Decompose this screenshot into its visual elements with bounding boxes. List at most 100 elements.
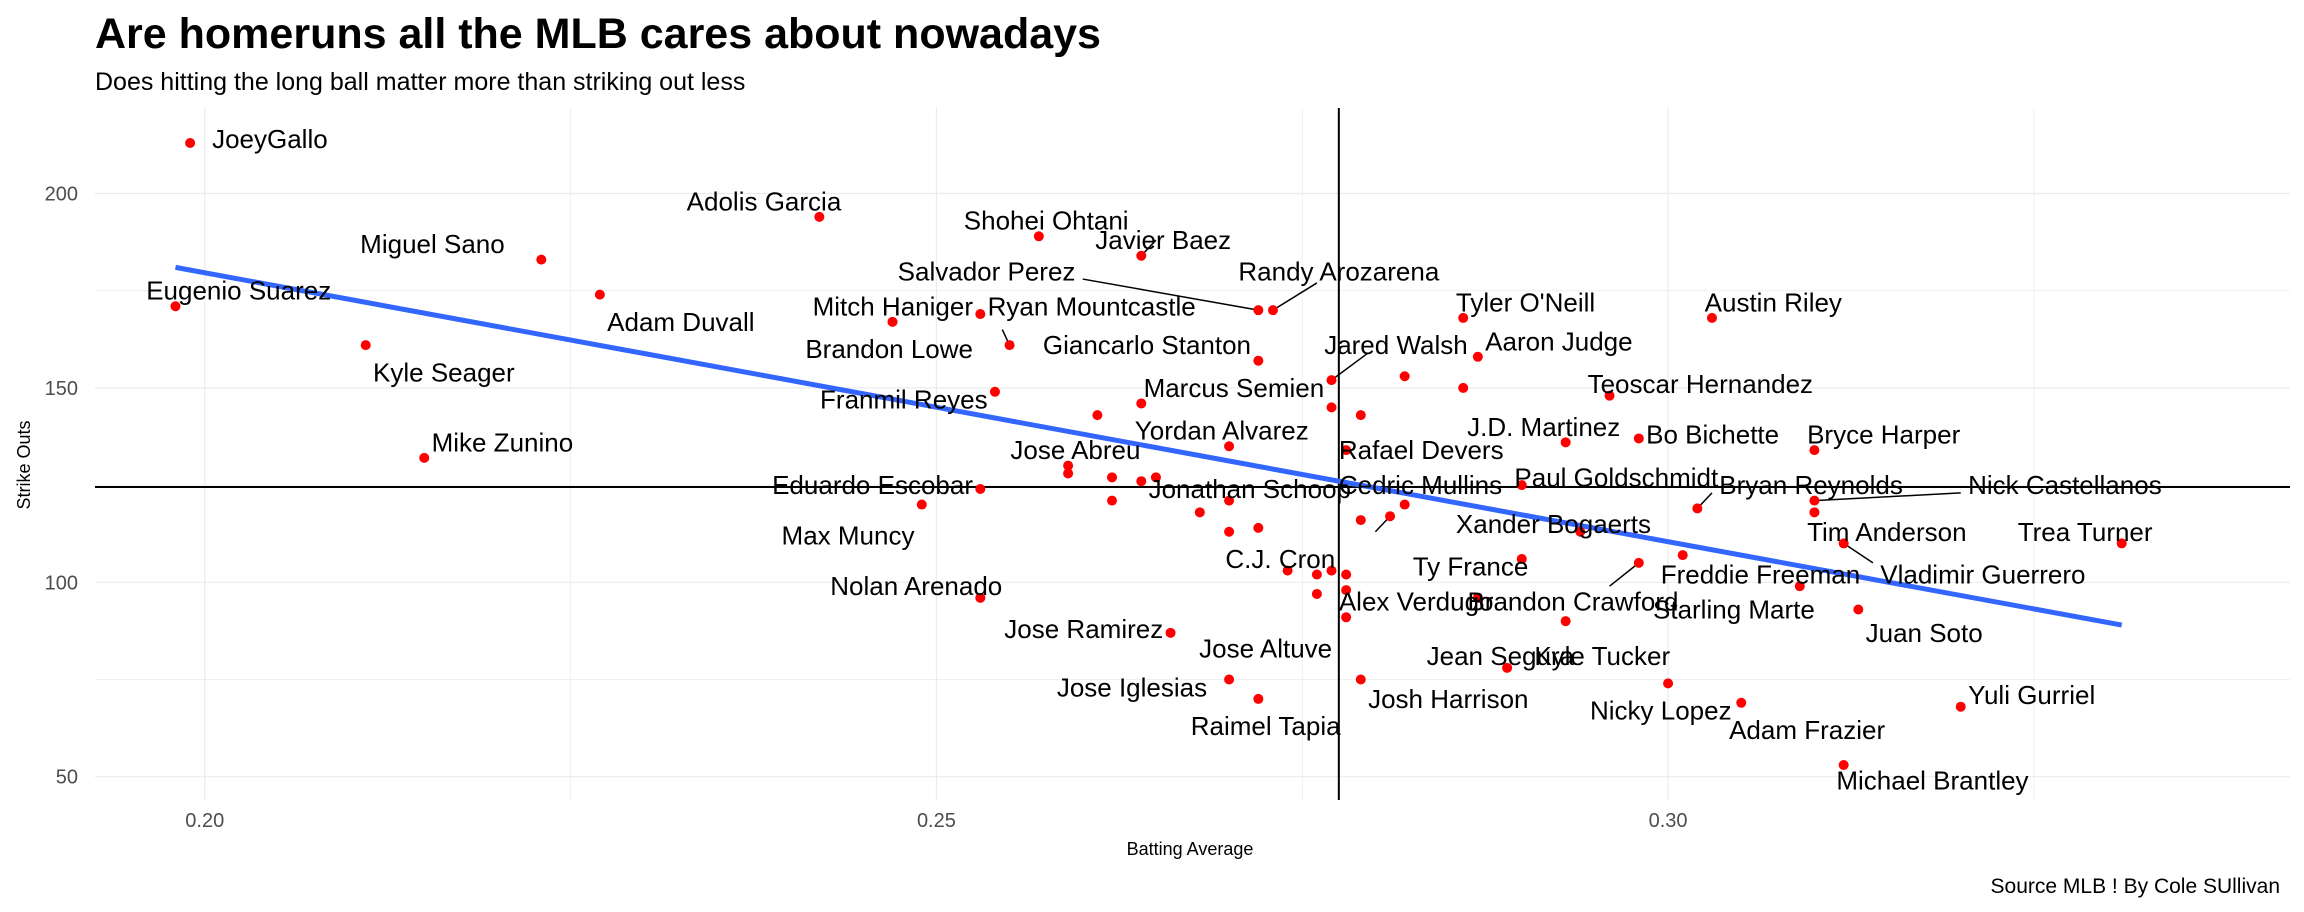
point-label: Jose Ramirez [1004, 614, 1163, 644]
scatter-point [1004, 340, 1015, 351]
scatter-point [1253, 522, 1264, 533]
point-label: Eugenio Suarez [146, 276, 331, 306]
point-label: Mitch Haniger [813, 291, 974, 321]
scatter-point [1809, 507, 1820, 518]
scatter-point [1736, 697, 1747, 708]
scatter-point [1355, 410, 1366, 421]
point-label: Aaron Judge [1485, 326, 1632, 356]
scatter-point [1560, 437, 1571, 448]
point-label: Adam Frazier [1729, 715, 1885, 745]
scatter-point [1033, 231, 1044, 242]
point-label: Jean Segura [1427, 641, 1575, 671]
scatter-point [1253, 355, 1264, 366]
point-label: Freddie Freeman [1661, 560, 1860, 590]
scatter-point [1472, 351, 1483, 362]
point-label: Xander Bogaerts [1456, 509, 1651, 539]
point-label: J.D. Martinez [1467, 412, 1620, 442]
trend-line [175, 264, 2123, 628]
scatter-point [594, 289, 605, 300]
scatter-point [1399, 371, 1410, 382]
y-axis-ticks: 50 100 150 200 [45, 184, 78, 789]
point-labels: JoeyGallo Eugenio Suarez Miguel Sano Adam D… [146, 124, 2161, 795]
point-label: Jonathan Schoop [1149, 474, 1351, 504]
point-label: Brandon Lowe [805, 334, 973, 364]
scatter-point [1224, 674, 1235, 685]
scatter-point [1633, 557, 1644, 568]
point-label: Nick Castellanos [1968, 470, 2162, 500]
point-label: Kyle Tucker [1534, 641, 1670, 671]
point-label: Tim Anderson [1807, 517, 1966, 547]
scatter-point [1311, 569, 1322, 580]
scatter-point [1458, 382, 1469, 393]
scatter-point [975, 309, 986, 320]
x-tick-label: 0.30 [1649, 810, 1688, 832]
scatter-point [1355, 674, 1366, 685]
y-tick-label: 200 [45, 184, 78, 206]
point-label: Adam Duvall [607, 307, 754, 337]
scatter-point [1472, 592, 1483, 603]
point-label: C.J. Cron [1225, 544, 1335, 574]
scatter-point [1809, 445, 1820, 456]
scatter-point [975, 483, 986, 494]
x-axis-ticks: 0.20 0.25 0.30 [185, 810, 1687, 832]
scatter-point [1253, 305, 1264, 316]
point-label: Javier Baez [1095, 225, 1231, 255]
point-label: Bryce Harper [1807, 420, 1960, 450]
point-label: Jared Walsh [1324, 330, 1468, 360]
scatter-point [989, 386, 1000, 397]
scatter-point [1063, 468, 1074, 479]
scatter-point [1107, 495, 1118, 506]
scatter-point [1224, 495, 1235, 506]
scatter-point [1794, 581, 1805, 592]
label-connector [1843, 542, 1874, 564]
scatter-point [1194, 507, 1205, 518]
point-label: Marcus Semien [1144, 373, 1325, 403]
point-label: Jose Altuve [1199, 633, 1332, 663]
point-label: Giancarlo Stanton [1043, 330, 1251, 360]
x-tick-label: 0.25 [917, 810, 956, 832]
scatter-point [1326, 375, 1337, 386]
scatter-point [185, 137, 196, 148]
point-label: Paul Goldschmidt [1514, 462, 1719, 492]
point-label: Shohei Ohtani [964, 206, 1129, 236]
point-label: Austin Riley [1705, 287, 1842, 317]
scatter-point [1604, 390, 1615, 401]
point-label: Raimel Tapia [1191, 711, 1341, 741]
point-label: Rafael Devers [1339, 435, 1504, 465]
point-label: Ryan Mountcastle [988, 291, 1196, 321]
scatter-point [1575, 526, 1586, 537]
label-connector [1272, 282, 1318, 311]
scatter-point [419, 452, 430, 463]
scatter-point [1458, 312, 1469, 323]
scatter-point [1136, 476, 1147, 487]
point-label: Vladimir Guerrero [1880, 560, 2085, 590]
scatter-point [1136, 250, 1147, 261]
point-label: Miguel Sano [360, 229, 505, 259]
scatter-point [1326, 402, 1337, 413]
point-label: Jose Iglesias [1057, 672, 1207, 702]
scatter-point [1853, 604, 1864, 615]
scatter-point [360, 340, 371, 351]
scatter-point [1663, 678, 1674, 689]
scatter-point [1399, 499, 1410, 510]
chart-subtitle: Does hitting the long ball matter more t… [95, 68, 745, 96]
point-label: Jose Abreu [1010, 435, 1140, 465]
chart-title: Are homeruns all the MLB cares about now… [95, 10, 1101, 58]
point-label: Franmil Reyes [820, 385, 988, 415]
scatter-point [1341, 569, 1352, 580]
scatter-point [1253, 693, 1264, 704]
scatter-point [1838, 538, 1849, 549]
y-tick-label: 50 [56, 767, 78, 789]
point-label: Ty France [1413, 552, 1529, 582]
scatter-point [1224, 441, 1235, 452]
point-label: Nolan Arenado [830, 571, 1002, 601]
scatter-point [1355, 515, 1366, 526]
label-connector [1814, 492, 1961, 502]
scatter-point [1677, 550, 1688, 561]
reference-lines [95, 108, 2290, 800]
label-connector [1082, 278, 1259, 311]
point-label: Mike Zunino [432, 427, 574, 457]
scatter-point [1150, 472, 1161, 483]
scatter-point [887, 316, 898, 327]
